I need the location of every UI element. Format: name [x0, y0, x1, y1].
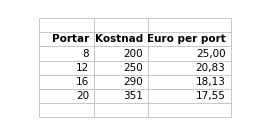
Text: Portar: Portar [52, 34, 89, 44]
Text: 18,13: 18,13 [196, 77, 225, 87]
Text: 8: 8 [82, 49, 89, 59]
Text: 25,00: 25,00 [196, 49, 225, 59]
Text: 20: 20 [76, 91, 89, 101]
Text: Euro per port: Euro per port [147, 34, 225, 44]
Text: 290: 290 [123, 77, 143, 87]
Text: Kostnad: Kostnad [95, 34, 143, 44]
Text: 200: 200 [123, 49, 143, 59]
Text: 16: 16 [76, 77, 89, 87]
Text: 20,83: 20,83 [196, 63, 225, 73]
Text: 17,55: 17,55 [196, 91, 225, 101]
Text: 250: 250 [123, 63, 143, 73]
Text: 351: 351 [123, 91, 143, 101]
Text: 12: 12 [76, 63, 89, 73]
